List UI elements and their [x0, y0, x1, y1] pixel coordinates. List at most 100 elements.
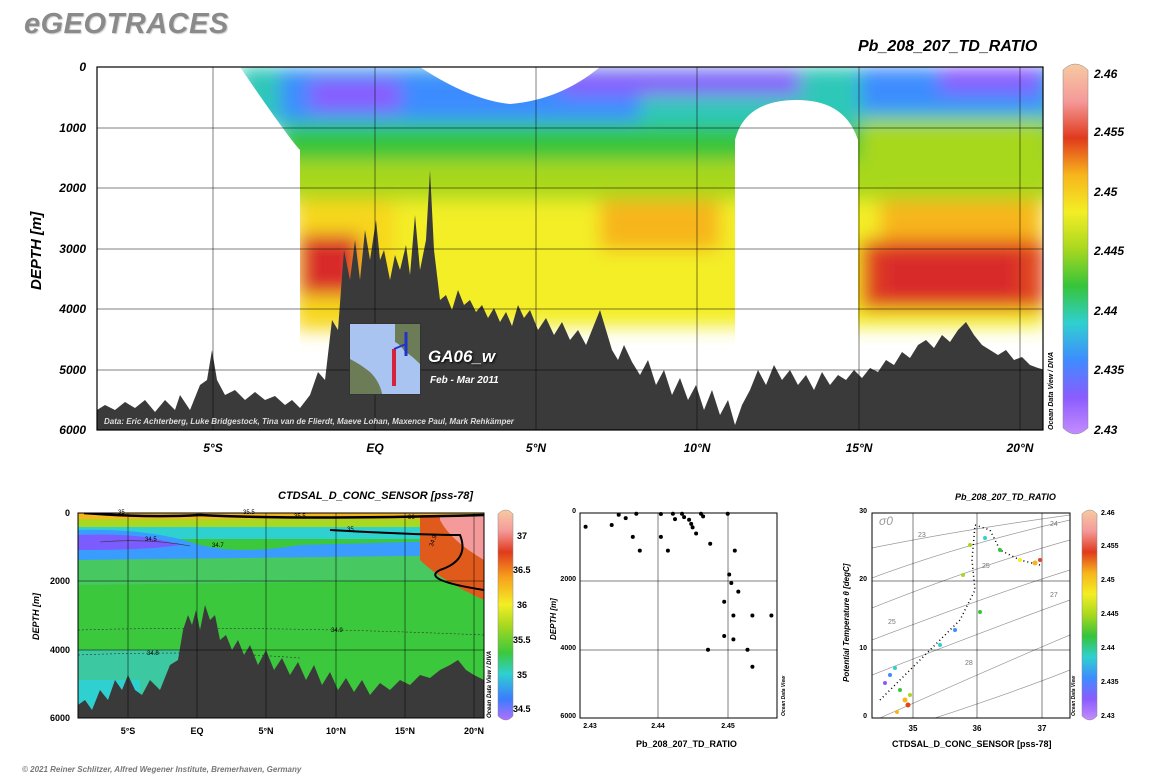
ts-frame: [871, 512, 1071, 719]
salinity-ylabel: DEPTH [m]: [31, 593, 41, 640]
scatter-point: [750, 664, 755, 669]
scatter-point: [701, 514, 706, 519]
main-ytick-3: 3000: [59, 242, 86, 256]
ts-diagram: [872, 513, 1070, 718]
scatter-frame: [579, 512, 778, 719]
main-cbar-tick-1: 2.455: [1094, 125, 1125, 139]
scatter-point: [769, 613, 774, 618]
salinity-odv-label: Ocean Data View / DIVA: [487, 650, 493, 718]
salinity-contour-label: 34.7: [212, 543, 224, 549]
main-cbar-tick-2: 2.45: [1094, 185, 1118, 199]
salinity-contour-label: 34.9: [331, 628, 343, 634]
main-xtick-0: 5°S: [203, 441, 223, 455]
ts-xtick-1: 36: [972, 724, 982, 733]
scatter-ytick-0: 0: [572, 508, 576, 515]
main-colorbar: [1062, 63, 1089, 435]
scatter-point: [634, 511, 639, 516]
salinity-cbar-tick-4: 35: [517, 670, 528, 680]
scatter-point: [665, 548, 670, 553]
scatter-point: [637, 548, 642, 553]
ts-cbar-tick-3: 2.445: [1101, 611, 1119, 618]
scatter-point: [722, 599, 727, 604]
salinity-section: [78, 513, 484, 718]
ts-cbar-tick-1: 2.455: [1101, 543, 1119, 550]
main-cbar-tick-5: 2.435: [1094, 363, 1125, 377]
scatter-point: [750, 613, 755, 618]
scatter-point: [583, 524, 588, 529]
scatter-ytick-1: 2000: [560, 576, 576, 583]
salinity-contour-label: 36: [408, 515, 415, 521]
ts-ytick-3: 0: [863, 713, 867, 720]
ts-isopycnal-label: 27: [1050, 592, 1058, 599]
main-cbar-tick-0: 2.46: [1094, 67, 1118, 81]
scatter-point: [729, 581, 734, 585]
scatter-point: [630, 534, 635, 539]
ts-odv-label: Ocean Data View: [1071, 675, 1077, 716]
ts-cbar-tick-2: 2.45: [1101, 577, 1115, 584]
scatter-point: [708, 541, 713, 546]
scatter-point: [725, 511, 730, 516]
copyright: © 2021 Reiner Schlitzer, Alfred Wegener …: [22, 765, 302, 774]
scatter-point: [732, 548, 737, 553]
scatter-point: [706, 647, 710, 652]
salinity-contour-label: 35.5: [243, 510, 255, 516]
main-xtick-4: 15°N: [845, 441, 873, 455]
ts-isopycnal-label: 28: [965, 660, 973, 667]
main-ytick-5: 5000: [59, 363, 86, 377]
ts-title: Pb_208_207_TD_RATIO: [955, 492, 1056, 502]
ts-colorbar: [1081, 509, 1098, 721]
salinity-cbar-tick-2: 36: [517, 600, 528, 610]
ts-colored-points: [883, 536, 1042, 714]
main-cbar-tick-3: 2.445: [1094, 244, 1125, 258]
data-credits: Data: Eric Achterberg, Luke Bridgestock,…: [104, 417, 514, 426]
salinity-frame: [77, 512, 485, 719]
main-odv-label: Ocean Data View / DIVA: [1048, 351, 1055, 430]
bathymetry: [97, 170, 1043, 430]
salinity-contour-label: 35: [347, 527, 354, 533]
scatter-point: [722, 634, 727, 638]
scatter-point: [670, 511, 675, 516]
main-cbar-tick-4: 2.44: [1094, 304, 1118, 318]
main-xtick-3: 10°N: [683, 441, 711, 455]
salinity-contour-label: 34.5: [145, 537, 157, 543]
scatter-xtick-0: 2.43: [583, 723, 597, 730]
salinity-title: CTDSAL_D_CONC_SENSOR [pss-78]: [278, 490, 473, 502]
scatter-point: [690, 525, 695, 530]
salinity-contour-label: 35: [118, 510, 125, 516]
salinity-ytick-2: 4000: [49, 645, 70, 655]
ts-ytick-0: 30: [859, 508, 867, 515]
main-frame: [96, 66, 1044, 431]
scatter-point: [731, 613, 736, 618]
ts-sigma-label: σ0: [879, 514, 893, 528]
ts-isopycnal-label: 23: [918, 532, 926, 539]
scatter-point: [682, 515, 687, 520]
salinity-cbar-tick-1: 36.5: [513, 565, 531, 575]
scatter-point: [609, 523, 614, 527]
salinity-cbar-tick-3: 35.5: [513, 635, 531, 645]
ts-cbar-tick-4: 2.44: [1101, 645, 1115, 652]
ts-isopycnal-label: 24: [1050, 521, 1058, 528]
salinity-xtick-4: 15°N: [394, 726, 416, 736]
ts-ytick-1: 20: [859, 576, 867, 583]
ts-isopycnal-label: 25: [888, 619, 896, 626]
salinity-cbar-tick-5: 34.5: [513, 704, 531, 714]
salinity-xtick-3: 10°N: [325, 726, 347, 736]
scatter-point: [694, 531, 699, 536]
scatter-ytick-2: 4000: [560, 645, 576, 652]
main-xtick-1: EQ: [366, 441, 384, 455]
scatter-ylabel: DEPTH [m]: [549, 598, 558, 640]
scatter-point: [673, 517, 677, 522]
main-ytick-0: 0: [79, 60, 86, 74]
salinity-xtick-2: 5°N: [258, 726, 274, 736]
main-ytick-4: 4000: [59, 302, 86, 316]
scatter-point: [736, 589, 741, 594]
scatter-xtick-2: 2.45: [721, 723, 735, 730]
main-xtick-2: 5°N: [525, 441, 547, 455]
ts-cbar-tick-0: 2.46: [1101, 510, 1115, 517]
salinity-cbar-tick-0: 37: [517, 531, 528, 541]
salinity-contour-label: 34.8: [147, 651, 159, 657]
scatter-xlabel: Pb_208_207_TD_RATIO: [636, 739, 737, 749]
main-xtick-5: 20°N: [1006, 441, 1034, 455]
scatter-point: [745, 647, 750, 652]
